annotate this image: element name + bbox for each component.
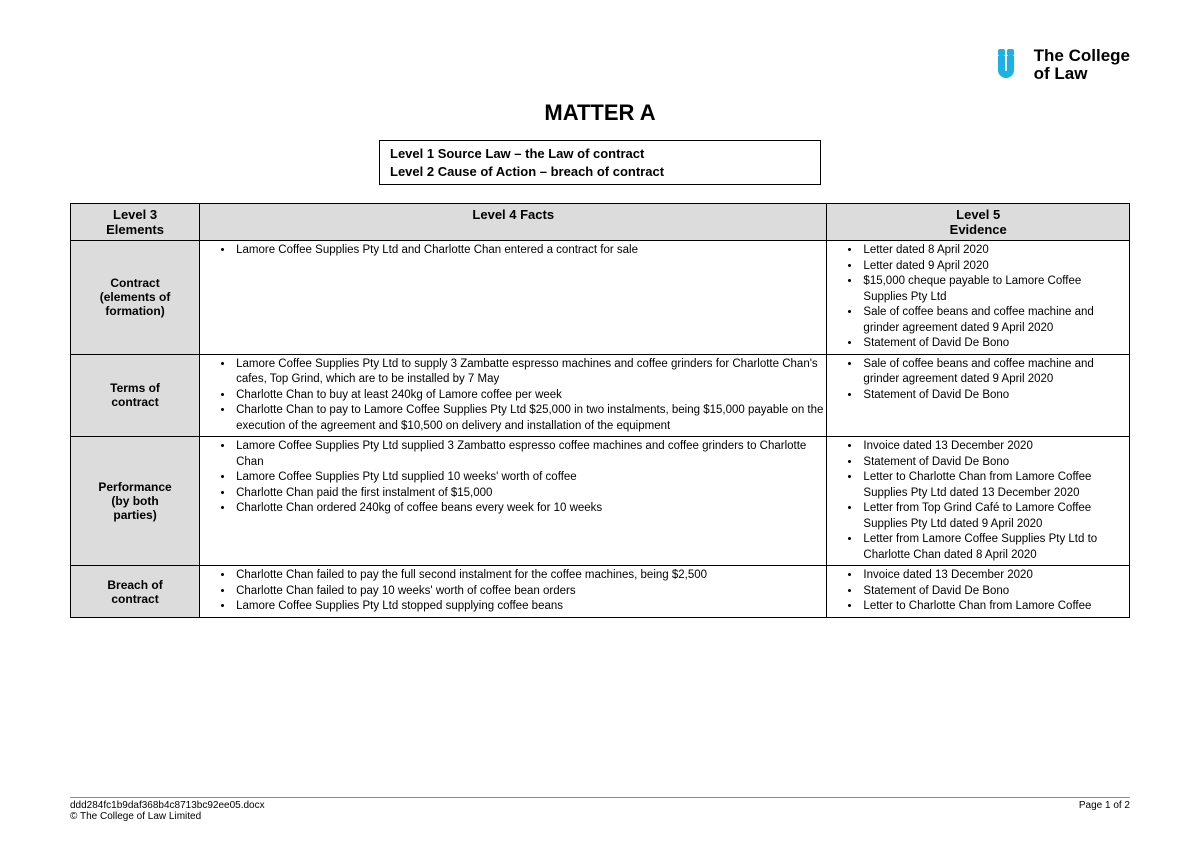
evidence-cell: Sale of coffee beans and coffee machine … [827,354,1130,437]
list-item: Lamore Coffee Supplies Pty Ltd stopped s… [234,599,824,615]
college-logo-icon [986,45,1026,85]
row-label: Terms ofcontract [71,354,200,437]
list-item: Invoice dated 13 December 2020 [861,439,1127,455]
facts-cell: Lamore Coffee Supplies Pty Ltd and Charl… [200,241,827,355]
header-level4: Level 4 Facts [200,204,827,241]
list-item: Statement of David De Bono [861,388,1127,404]
table-row: Performance(by bothparties) Lamore Coffee… [71,437,1130,566]
level2-line: Level 2 Cause of Action – breach of cont… [390,163,810,181]
evidence-cell: Invoice dated 13 December 2020Statement … [827,437,1130,566]
table-row: Contract(elements offormation) Lamore Cof… [71,241,1130,355]
list-item: Letter from Top Grind Café to Lamore Cof… [861,501,1127,532]
footer-page-number: Page 1 of 2 [1079,800,1130,822]
list-item: Invoice dated 13 December 2020 [861,568,1127,584]
list-item: Charlotte Chan paid the first instalment… [234,486,824,502]
evidence-cell: Letter dated 8 April 2020Letter dated 9 … [827,241,1130,355]
page-title: MATTER A [70,100,1130,126]
footer-filename: ddd284fc1b9daf368b4c8713bc92ee05.docx [70,800,265,811]
row-label: Breach ofcontract [71,566,200,618]
footer: ddd284fc1b9daf368b4c8713bc92ee05.docx © … [70,797,1130,822]
list-item: Charlotte Chan failed to pay the full se… [234,568,824,584]
facts-cell: Lamore Coffee Supplies Pty Ltd supplied … [200,437,827,566]
header-level5: Level 5 Evidence [827,204,1130,241]
list-item: Statement of David De Bono [861,336,1127,352]
header-level3: Level 3 Elements [71,204,200,241]
list-item: Statement of David De Bono [861,584,1127,600]
list-item: Letter dated 8 April 2020 [861,243,1127,259]
list-item: Letter to Charlotte Chan from Lamore Cof… [861,470,1127,501]
list-item: Sale of coffee beans and coffee machine … [861,305,1127,336]
list-item: Lamore Coffee Supplies Pty Ltd supplied … [234,439,824,470]
list-item: Charlotte Chan to pay to Lamore Coffee S… [234,403,824,434]
evidence-cell: Invoice dated 13 December 2020Statement … [827,566,1130,618]
list-item: Letter from Lamore Coffee Supplies Pty L… [861,532,1127,563]
list-item: Letter to Charlotte Chan from Lamore Cof… [861,599,1127,615]
list-item: Charlotte Chan failed to pay 10 weeks' w… [234,584,824,600]
list-item: Lamore Coffee Supplies Pty Ltd and Charl… [234,243,824,259]
facts-cell: Lamore Coffee Supplies Pty Ltd to supply… [200,354,827,437]
level1-line: Level 1 Source Law – the Law of contract [390,145,810,163]
level-box: Level 1 Source Law – the Law of contract… [379,140,821,185]
analysis-table: Level 3 Elements Level 4 Facts Level 5 E… [70,203,1130,618]
list-item: Letter dated 9 April 2020 [861,259,1127,275]
list-item: Lamore Coffee Supplies Pty Ltd supplied … [234,470,824,486]
facts-cell: Charlotte Chan failed to pay the full se… [200,566,827,618]
row-label: Performance(by bothparties) [71,437,200,566]
logo-text-line1: The College [1034,47,1130,65]
table-row: Terms ofcontract Lamore Coffee Supplies P… [71,354,1130,437]
row-label: Contract(elements offormation) [71,241,200,355]
logo-text-line2: of Law [1034,65,1130,83]
list-item: Sale of coffee beans and coffee machine … [861,357,1127,388]
list-item: Charlotte Chan to buy at least 240kg of … [234,388,824,404]
list-item: Statement of David De Bono [861,455,1127,471]
table-row: Breach ofcontract Charlotte Chan failed t… [71,566,1130,618]
list-item: $15,000 cheque payable to Lamore Coffee … [861,274,1127,305]
list-item: Lamore Coffee Supplies Pty Ltd to supply… [234,357,824,388]
logo: The College of Law [986,45,1130,85]
footer-copyright: © The College of Law Limited [70,811,265,822]
list-item: Charlotte Chan ordered 240kg of coffee b… [234,501,824,517]
